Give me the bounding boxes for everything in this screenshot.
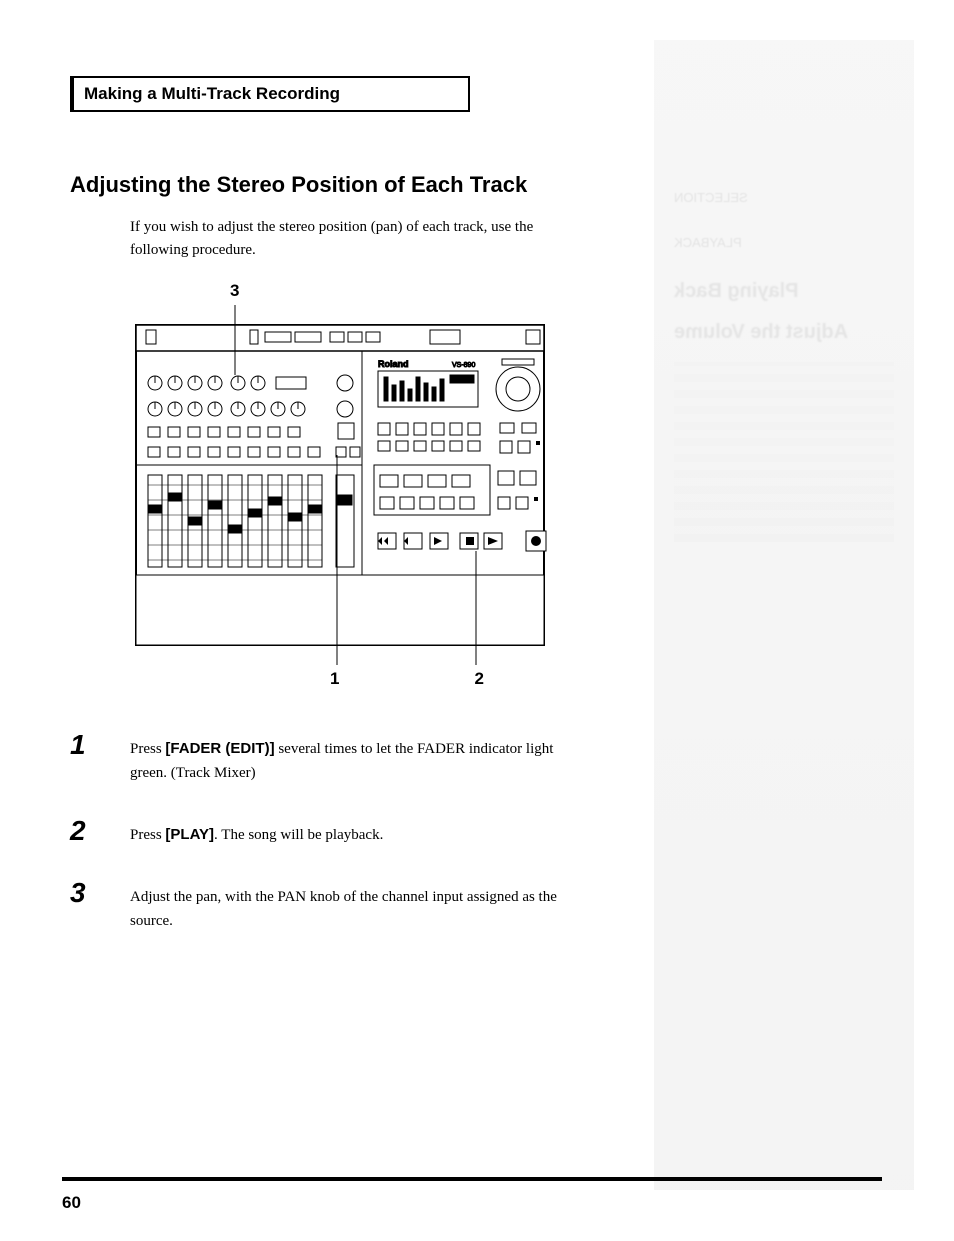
device-diagram: 3 [130,281,590,689]
step-1: 1 Press [FADER (EDIT)] several times to … [70,729,590,785]
callouts-bottom: 1 2 [130,669,590,689]
step-number: 3 [70,877,130,907]
main-column: Making a Multi-Track Recording Adjusting… [70,76,590,963]
subsection-title: Adjusting the Stereo Position of Each Tr… [70,172,590,198]
intro-paragraph: If you wish to adjust the stereo positio… [130,216,590,261]
bleed-through-panel: SELECTION PLAYBACK Playing Back Adjust t… [654,40,914,1190]
step-bold: [FADER (EDIT)] [165,740,274,757]
step-text: Adjust the pan, with the PAN knob of the… [130,877,590,933]
page-number: 60 [62,1193,81,1213]
ghost-heading: Playing Back [674,280,894,303]
brand-text: Roland [378,359,409,369]
callout-label-2: 2 [474,669,483,689]
footer-rule [62,1177,882,1181]
step-pre: Press [130,827,165,843]
step-number: 1 [70,729,130,759]
ghost-text: SELECTION [674,190,894,205]
step-post: . The song will be playback. [214,827,383,843]
model-text: VS-890 [452,362,475,369]
step-pre: Adjust the pan, with the PAN knob of the… [130,889,557,929]
mixer-illustration: Roland VS-890 [130,305,550,665]
ghost-text: PLAYBACK [674,235,894,250]
section-header-box: Making a Multi-Track Recording [70,76,470,112]
ghost-heading: Adjust the Volume [674,321,894,344]
ghost-figure [674,362,894,542]
step-pre: Press [130,741,165,757]
step-number: 2 [70,815,130,845]
callout-label-3: 3 [230,281,590,301]
step-text: Press [PLAY]. The song will be playback. [130,815,383,847]
step-text: Press [FADER (EDIT)] several times to le… [130,729,590,785]
step-2: 2 Press [PLAY]. The song will be playbac… [70,815,590,847]
callout-label-1: 1 [330,669,339,689]
step-3: 3 Adjust the pan, with the PAN knob of t… [70,877,590,933]
section-header: Making a Multi-Track Recording [84,84,458,104]
step-bold: [PLAY] [165,826,214,843]
